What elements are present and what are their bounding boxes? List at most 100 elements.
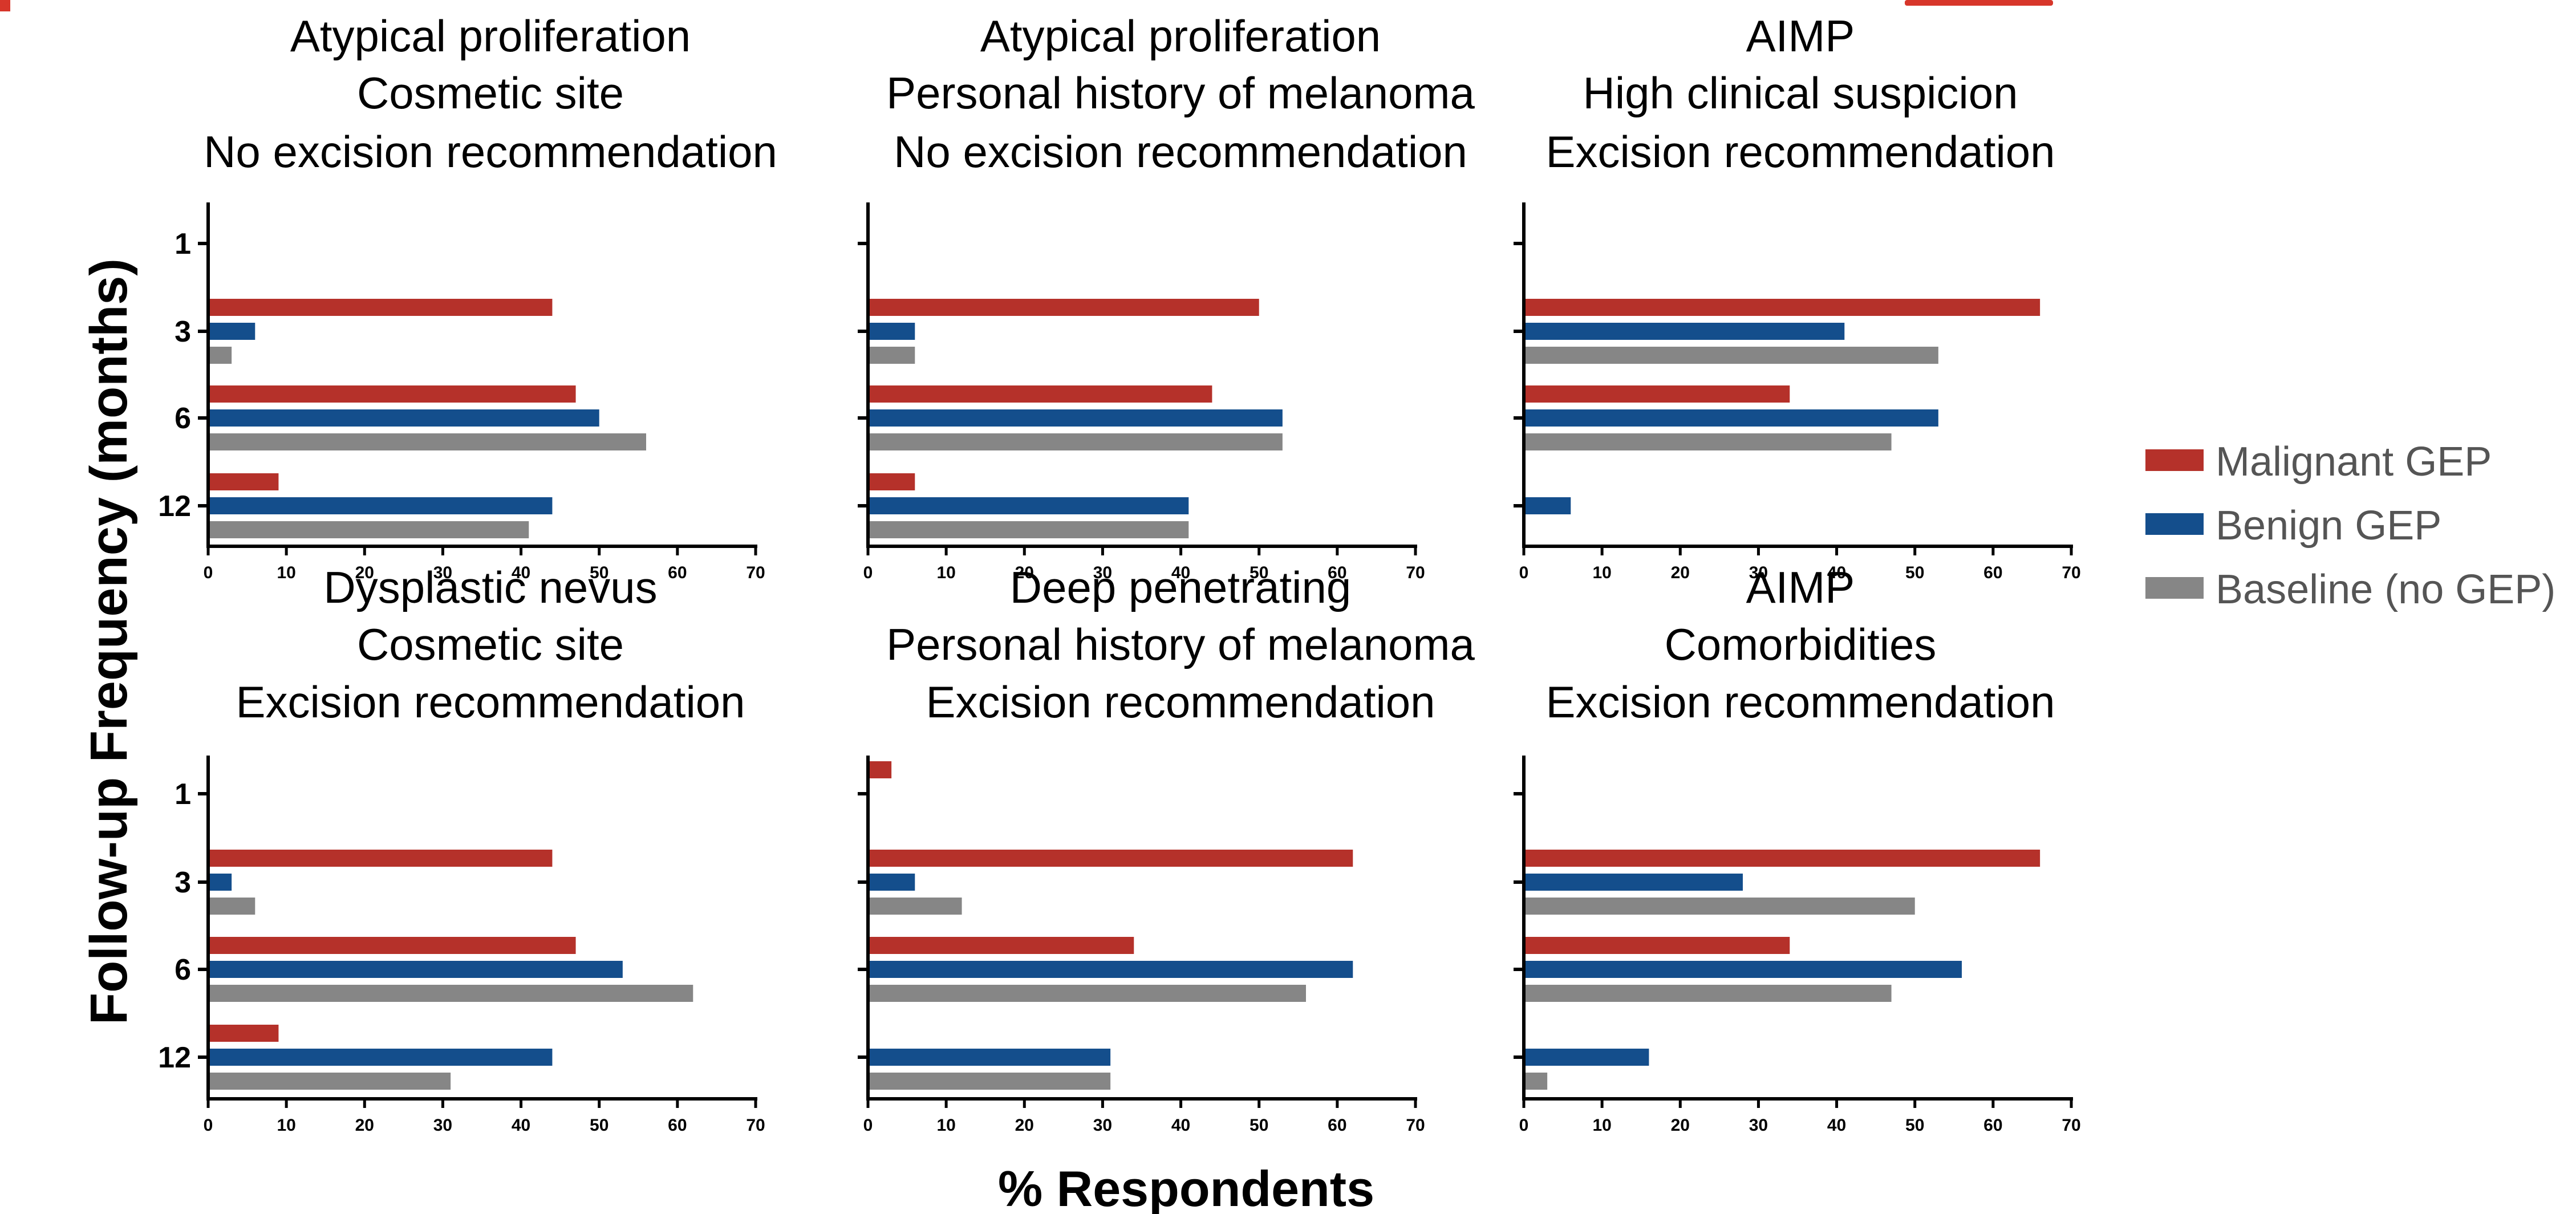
bar-malignant-12 [209,473,279,490]
x-tick-label: 10 [1592,563,1611,582]
x-tick-label: 70 [1406,1116,1425,1135]
x-tick-label: 60 [668,1116,687,1135]
legend-label: Baseline (no GEP) [2216,567,2555,612]
legend-swatch [2145,513,2204,535]
x-tick-label: 60 [1328,1116,1346,1135]
bar-baseline-12 [869,1073,1111,1090]
panel-title-line: Cosmetic site [357,619,624,669]
bar-malignant-1 [869,761,892,778]
x-tick-label: 50 [1905,563,1924,582]
bar-malignant-12 [209,1025,279,1042]
x-tick-label: 60 [668,563,687,582]
panel-title-line: Personal history of melanoma [886,619,1475,669]
panel-title-line: Personal history of melanoma [886,68,1475,118]
legend-label: Malignant GEP [2216,439,2492,485]
bar-malignant-3 [209,299,553,316]
bar-benign-12 [1525,497,1571,514]
panel-title-line: Excision recommendation [1545,677,2055,727]
y-tick-label: 12 [158,1041,191,1074]
legend-item-benign: Benign GEP [2145,503,2441,549]
bar-baseline-3 [1525,347,1938,364]
bar-baseline-3 [869,347,915,364]
bar-baseline-6 [209,985,693,1002]
panel-title-line: No excision recommendation [204,127,777,177]
x-tick-label: 50 [590,563,608,582]
bar-benign-3 [1525,874,1743,891]
bar-baseline-6 [209,433,646,450]
x-tick-label: 10 [936,1116,955,1135]
x-tick-label: 20 [1671,1116,1690,1135]
bar-benign-6 [1525,961,1962,978]
bar-benign-12 [209,1049,553,1066]
panel-title-line: Excision recommendation [236,677,745,727]
bar-baseline-3 [1525,898,1915,915]
panel-title-line: Excision recommendation [926,677,1435,727]
x-tick-label: 60 [1328,563,1346,582]
x-tick-label: 60 [1983,1116,2002,1135]
x-tick-label: 20 [1015,563,1034,582]
x-tick-label: 10 [936,563,955,582]
x-tick-label: 50 [1905,1116,1924,1135]
bar-malignant-3 [869,850,1353,867]
x-tick-label: 50 [1250,1116,1268,1135]
x-tick-label: 0 [204,563,213,582]
panel-title-line: Dysplastic nevus [323,562,657,612]
bar-benign-3 [869,874,915,891]
chart-panel-6: AIMP Comorbidities Excision recommendation… [1514,562,2081,1135]
x-tick-label: 60 [1983,563,2002,582]
bar-benign-12 [209,497,553,514]
bar-malignant-3 [1525,850,2040,867]
bar-benign-6 [1525,409,1938,427]
bar-benign-3 [209,874,232,891]
x-tick-label: 20 [355,563,374,582]
bar-baseline-6 [869,985,1306,1002]
panel-title-line: Deep penetrating [1010,562,1351,612]
x-tick-label: 50 [1250,563,1268,582]
chart-panels: Atypical proliferation Cosmetic site No ex… [158,11,2081,1135]
x-tick-label: 20 [1671,563,1690,582]
chart-panel-3: AIMP High clinical suspicion Excision reco… [1514,11,2081,582]
y-tick-label: 1 [175,778,191,811]
bar-benign-6 [869,961,1353,978]
x-tick-label: 40 [1827,1116,1846,1135]
legend-swatch [2145,449,2204,471]
y-tick-label: 12 [158,490,191,523]
x-tick-label: 10 [1592,1116,1611,1135]
x-axis-title: % Respondents [998,1160,1374,1214]
x-tick-label: 30 [1749,1116,1768,1135]
y-tick-label: 1 [175,228,191,261]
bar-malignant-6 [209,385,576,403]
bar-baseline-12 [209,521,529,538]
bar-benign-6 [209,409,599,427]
bar-benign-3 [1525,323,1845,340]
bar-malignant-6 [1525,937,1790,954]
bar-baseline-6 [869,433,1283,450]
panel-title-line: High clinical suspicion [1583,68,2018,118]
bar-baseline-6 [1525,985,1892,1002]
x-tick-label: 30 [1093,563,1112,582]
bar-malignant-3 [1525,299,2040,316]
legend-swatch [2145,577,2204,599]
bar-baseline-3 [869,898,962,915]
x-tick-label: 0 [1519,1116,1529,1135]
x-tick-label: 40 [1827,563,1846,582]
x-tick-label: 10 [277,1116,295,1135]
bar-malignant-12 [869,473,915,490]
x-tick-label: 0 [863,563,873,582]
bar-benign-6 [869,409,1283,427]
x-tick-label: 20 [1015,1116,1034,1135]
x-tick-label: 0 [863,1116,873,1135]
legend-label: Benign GEP [2216,503,2441,549]
y-axis-title: Follow-up Frequency (months) [80,258,138,1025]
chart-panel-5: Deep penetrating Personal history of mela… [858,562,1475,1135]
x-tick-label: 0 [204,1116,213,1135]
bar-benign-3 [209,323,255,340]
panel-title-line: Atypical proliferation [290,11,691,61]
x-tick-label: 0 [1519,563,1529,582]
x-tick-label: 70 [2062,563,2080,582]
x-tick-label: 70 [2062,1116,2080,1135]
x-tick-label: 70 [746,563,765,582]
panel-title-line: No excision recommendation [894,127,1467,177]
